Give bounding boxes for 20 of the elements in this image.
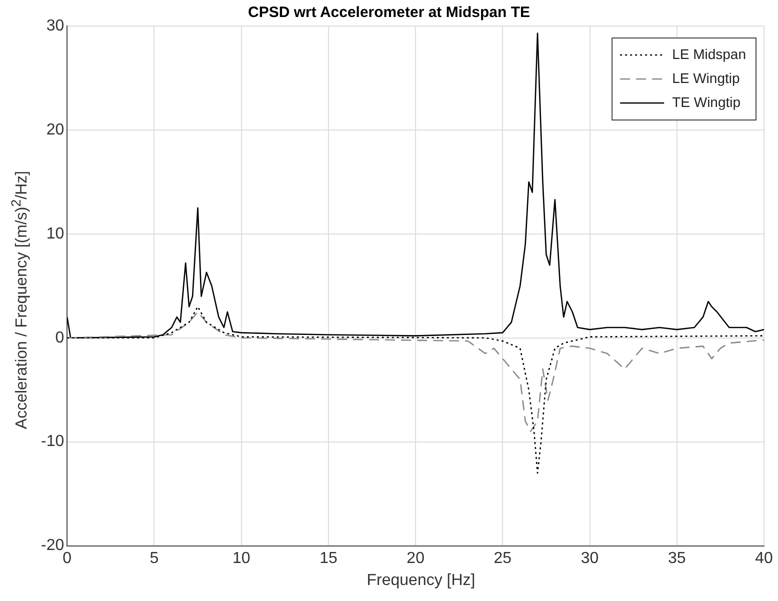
x-tick-label: 40: [755, 550, 773, 567]
y-tick-label: -20: [41, 537, 64, 554]
chart-title: CPSD wrt Accelerometer at Midspan TE: [248, 4, 530, 21]
legend-label: LE Wingtip: [672, 70, 740, 86]
y-tick-label: -10: [41, 433, 64, 450]
x-tick-label: 25: [494, 550, 512, 567]
x-tick-label: 5: [150, 550, 159, 567]
y-tick-label: 30: [46, 17, 64, 34]
y-tick-label: 0: [55, 329, 64, 346]
x-tick-label: 10: [232, 550, 250, 567]
x-tick-label: 15: [320, 550, 338, 567]
x-axis-title: Frequency [Hz]: [366, 572, 476, 590]
legend-label: LE Midspan: [672, 46, 746, 62]
y-tick-label: 20: [46, 121, 64, 138]
legend-label: TE Wingtip: [672, 94, 741, 110]
y-tick-label: 10: [46, 225, 64, 242]
x-tick-label: 20: [406, 550, 425, 567]
x-tick-label: 30: [580, 550, 599, 567]
x-tick-label: 35: [668, 550, 686, 567]
line-series: [67, 311, 764, 432]
